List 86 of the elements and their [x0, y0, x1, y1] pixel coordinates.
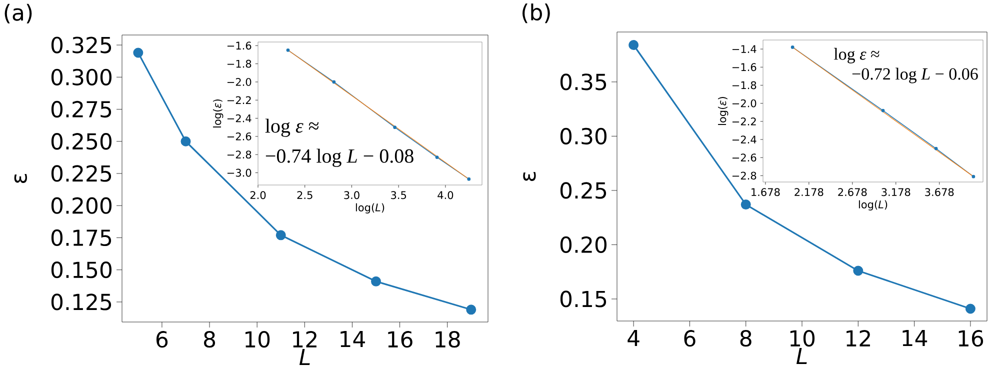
- x-tick-label: 2.678: [838, 188, 867, 196]
- y-tick-label: −2.8: [227, 150, 252, 159]
- point: [853, 266, 864, 276]
- annotation: −0.74 log L − 0.08: [266, 148, 414, 167]
- y-tick-label: −2.0: [227, 78, 252, 86]
- y-tick-label: 0.275: [51, 100, 112, 118]
- y-tick-label: 0.125: [51, 294, 112, 310]
- y-tick-label: −2.6: [732, 154, 756, 162]
- x-tick-label: 14: [902, 330, 928, 346]
- y-tick-label: 0.250: [51, 133, 112, 150]
- point: [881, 108, 885, 112]
- x-tick-label: 2.5: [297, 191, 312, 200]
- x-tick-label: 10: [790, 330, 815, 347]
- point: [934, 146, 938, 150]
- x-tick-label: 16: [958, 330, 984, 347]
- y-tick-label: −2.0: [732, 99, 756, 108]
- x-axis-title: log(L): [356, 203, 384, 214]
- point: [276, 230, 286, 240]
- x-axis-title: L: [796, 348, 807, 364]
- annotation: log ε ≈: [834, 48, 880, 64]
- x-tick-label: 3.5: [391, 191, 406, 200]
- point: [370, 276, 381, 286]
- point: [740, 200, 751, 210]
- x-tick-label: 12: [293, 331, 316, 348]
- point: [286, 48, 290, 52]
- y-tick-label: −2.4: [227, 114, 252, 122]
- point: [466, 304, 476, 315]
- point: [393, 126, 397, 130]
- y-tick-label: 0.15: [560, 290, 606, 308]
- y-tick-label: 0.175: [51, 229, 112, 246]
- y-axis-title: ε: [14, 174, 27, 184]
- y-tick-label: −1.6: [732, 63, 756, 72]
- y-axis-title: log(ε): [213, 99, 224, 128]
- y-tick-label: 0.225: [51, 165, 112, 182]
- y-tick-label: 0.325: [51, 36, 112, 54]
- x-tick-label: 6: [684, 330, 696, 347]
- y-tick-label: −1.6: [227, 42, 252, 50]
- x-tick-label: 3.178: [882, 188, 910, 196]
- y-tick-label: −1.8: [732, 81, 756, 90]
- y-tick-label: −1.4: [732, 45, 756, 53]
- y-tick-label: −2.2: [227, 96, 251, 104]
- y-tick-label: −2.6: [227, 132, 252, 140]
- y-tick-label: 0.200: [51, 197, 112, 214]
- point: [790, 46, 794, 49]
- point: [180, 136, 191, 146]
- y-tick-label: 0.35: [560, 74, 606, 90]
- point: [965, 304, 976, 314]
- x-tick-label: 3.678: [925, 188, 954, 196]
- x-tick-label: 8: [740, 330, 752, 347]
- y-tick-label: −1.8: [227, 60, 252, 68]
- x-axis-title: L: [299, 349, 310, 366]
- x-tick-label: 10: [246, 331, 270, 348]
- y-tick-label: 0.150: [51, 262, 112, 278]
- x-tick-label: 16: [388, 331, 412, 348]
- chart-title: (b): [522, 4, 550, 24]
- x-tick-label: 4: [628, 330, 640, 346]
- x-tick-label: 12: [846, 330, 870, 346]
- x-tick-label: 18: [436, 331, 460, 348]
- y-tick-label: 0.20: [560, 236, 607, 254]
- x-tick-label: 3.0: [344, 191, 360, 200]
- point: [972, 174, 976, 178]
- point: [628, 40, 639, 50]
- y-tick-label: 0.300: [51, 68, 112, 86]
- x-tick-label: 4.0: [438, 191, 454, 200]
- chart-title: (a): [4, 4, 32, 24]
- x-tick-label: 2.0: [250, 191, 266, 200]
- y-axis-title: ε: [523, 172, 536, 182]
- y-tick-label: 0.25: [560, 182, 606, 199]
- y-tick-label: −2.2: [732, 118, 756, 126]
- x-tick-label: 14: [340, 331, 365, 348]
- y-tick-label: −3.0: [227, 168, 252, 177]
- point: [332, 80, 336, 84]
- point: [435, 156, 439, 160]
- y-tick-label: −2.8: [732, 172, 756, 180]
- x-tick-label: 1.678: [752, 188, 780, 196]
- x-axis-title: log(L): [858, 200, 888, 210]
- y-tick-label: 0.30: [560, 128, 607, 145]
- y-axis-title: log(ε): [718, 96, 728, 125]
- annotation: −0.72 log L − 0.06: [852, 68, 978, 84]
- annotation: log ε ≈: [265, 118, 319, 137]
- point: [133, 48, 144, 58]
- x-tick-label: 6: [156, 331, 168, 348]
- y-tick-label: −2.4: [732, 136, 756, 144]
- point: [467, 177, 471, 181]
- x-tick-label: 8: [204, 331, 216, 348]
- x-tick-label: 2.178: [794, 188, 824, 196]
